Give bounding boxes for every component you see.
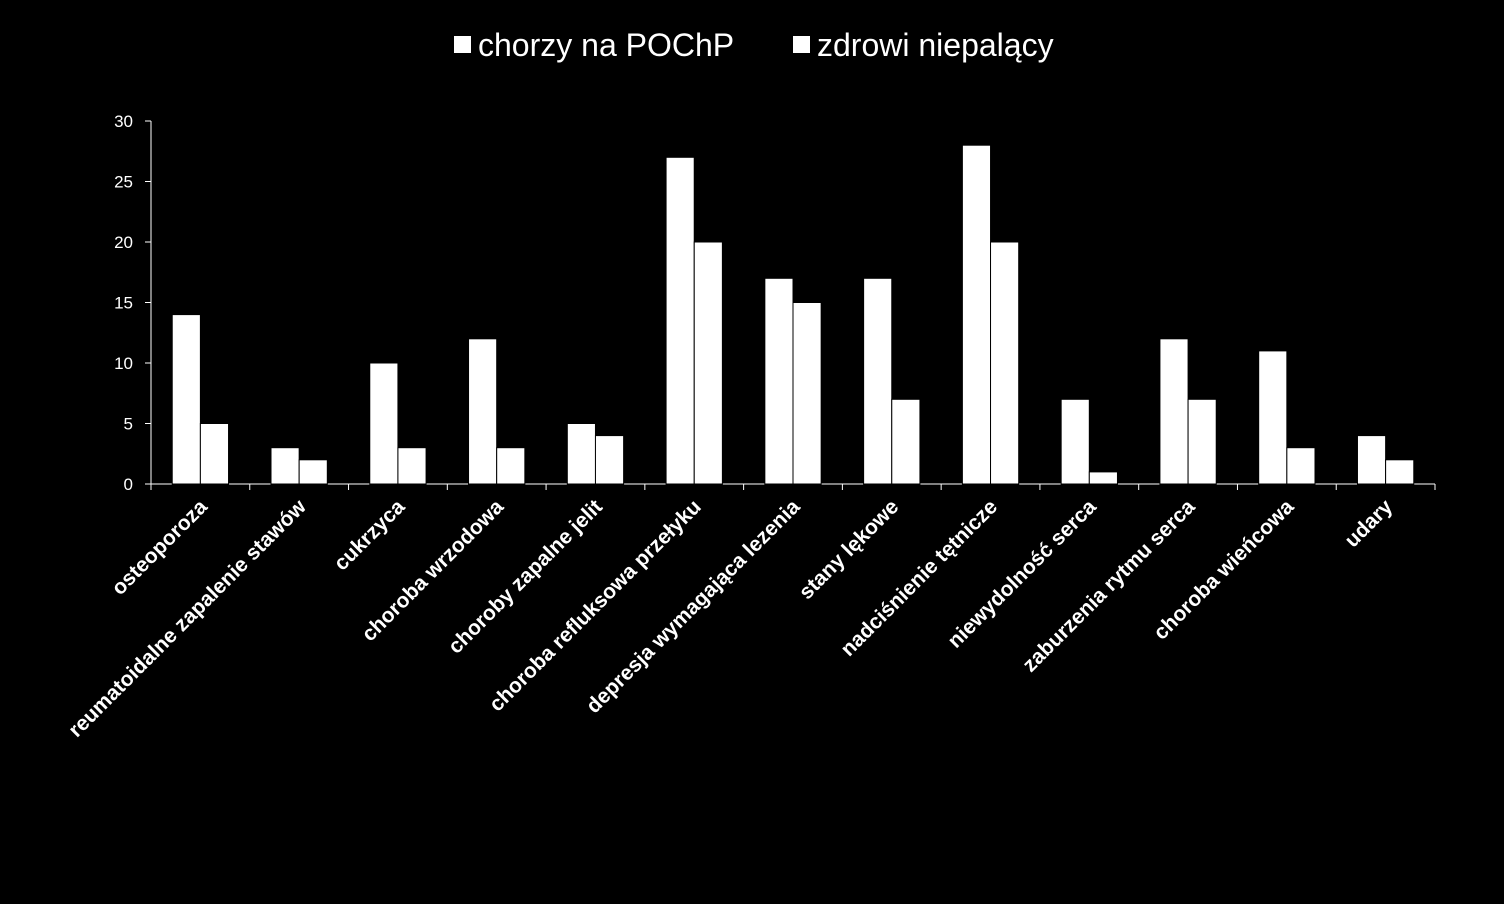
legend-swatch-series-2 xyxy=(793,36,810,53)
bar-series-1-7 xyxy=(863,277,893,485)
bars xyxy=(171,144,1415,485)
bar-series-2-11 xyxy=(1286,447,1316,485)
bar-series-1-11 xyxy=(1258,350,1288,485)
bar-series-1-0 xyxy=(171,314,201,485)
bar-series-1-10 xyxy=(1159,338,1189,485)
bar-series-1-12 xyxy=(1356,435,1387,485)
y-axis: 0 5 10 15 20 25 30 xyxy=(114,112,152,494)
legend: chorzy na POChP zdrowi niepalący xyxy=(454,27,1054,63)
bar-series-1-3 xyxy=(468,338,498,485)
bar-series-1-9 xyxy=(1060,398,1090,485)
x-tick-label: stany lękowe xyxy=(795,495,904,604)
bar-series-2-5 xyxy=(693,241,723,485)
bar-series-1-2 xyxy=(369,362,399,485)
bar-series-1-1 xyxy=(270,447,300,485)
bar-series-2-12 xyxy=(1385,459,1415,485)
bar-series-1-6 xyxy=(764,277,794,485)
bar-series-2-7 xyxy=(891,398,921,485)
y-tick-label: 15 xyxy=(114,294,133,313)
y-tick-label: 30 xyxy=(114,112,133,131)
bar-series-2-2 xyxy=(397,447,427,485)
bar-series-2-1 xyxy=(298,459,328,485)
bar-series-2-8 xyxy=(990,241,1020,485)
x-tick-label: choroba refluksowa przełyku xyxy=(485,495,706,716)
bar-series-2-10 xyxy=(1187,398,1217,485)
bar-series-2-4 xyxy=(594,435,625,485)
y-tick-label: 0 xyxy=(124,475,133,494)
x-tick-label: depresja wymagająca lezenia xyxy=(582,495,805,718)
bar-series-2-9 xyxy=(1088,471,1118,485)
bar-series-1-8 xyxy=(961,144,992,485)
x-tick-label: osteoporoza xyxy=(107,495,212,600)
legend-label-series-1: chorzy na POChP xyxy=(478,27,734,63)
x-tick-label: udary xyxy=(1340,495,1397,552)
legend-label-series-2: zdrowi niepalący xyxy=(817,27,1054,63)
bar-series-1-5 xyxy=(665,156,695,485)
x-tick-label: cukrzyca xyxy=(330,495,410,575)
y-tick-label: 25 xyxy=(114,173,133,192)
bar-series-2-0 xyxy=(199,423,230,485)
y-tick-label: 5 xyxy=(124,415,133,434)
bar-series-2-3 xyxy=(496,447,526,485)
bar-series-1-4 xyxy=(566,423,596,485)
bar-series-2-6 xyxy=(792,302,822,485)
y-tick-label: 20 xyxy=(114,233,133,252)
legend-swatch-series-1 xyxy=(454,36,471,53)
y-tick-label: 10 xyxy=(114,354,133,373)
x-tick-label: zaburzenia rytmu serca xyxy=(1018,495,1200,677)
x-axis xyxy=(150,483,1436,490)
